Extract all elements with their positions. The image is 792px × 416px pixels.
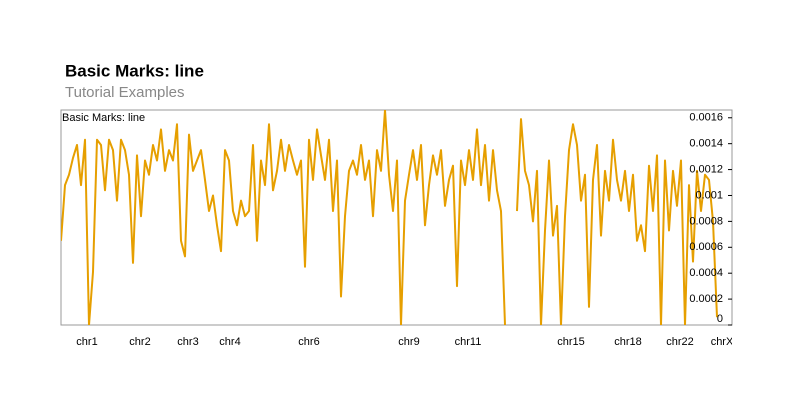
y-tick-label: 0.0006 (689, 241, 723, 253)
x-tick-label: chr4 (219, 336, 240, 348)
x-tick-label: chr1 (76, 336, 97, 348)
track-title: Basic Marks: line (62, 112, 145, 124)
x-tick-label: chr22 (666, 336, 694, 348)
x-tick-label: chr3 (177, 336, 198, 348)
chart-subtitle: Tutorial Examples (65, 84, 185, 101)
x-tick-label: chr9 (398, 336, 419, 348)
y-tick-label: 0.0014 (689, 138, 723, 150)
x-tick-label: chr18 (614, 336, 642, 348)
x-tick-label: chrX (711, 336, 734, 348)
y-tick-label: 0.0016 (689, 112, 723, 124)
x-tick-label: chr2 (129, 336, 150, 348)
y-tick-label: 0.0004 (689, 267, 723, 279)
y-tick-label: 0.0008 (689, 215, 723, 227)
x-tick-label: chr15 (557, 336, 585, 348)
chart-title: Basic Marks: line (65, 61, 204, 80)
y-tick-label: 0.0012 (689, 163, 723, 175)
plot-frame (60, 109, 733, 326)
series-line (61, 110, 718, 325)
x-tick-label: chr6 (298, 336, 319, 348)
y-tick-label: 0.001 (695, 189, 723, 201)
x-tick-label: chr11 (455, 336, 482, 348)
y-tick-label: 0.0002 (689, 293, 723, 305)
y-tick-label: 0 (717, 313, 723, 325)
